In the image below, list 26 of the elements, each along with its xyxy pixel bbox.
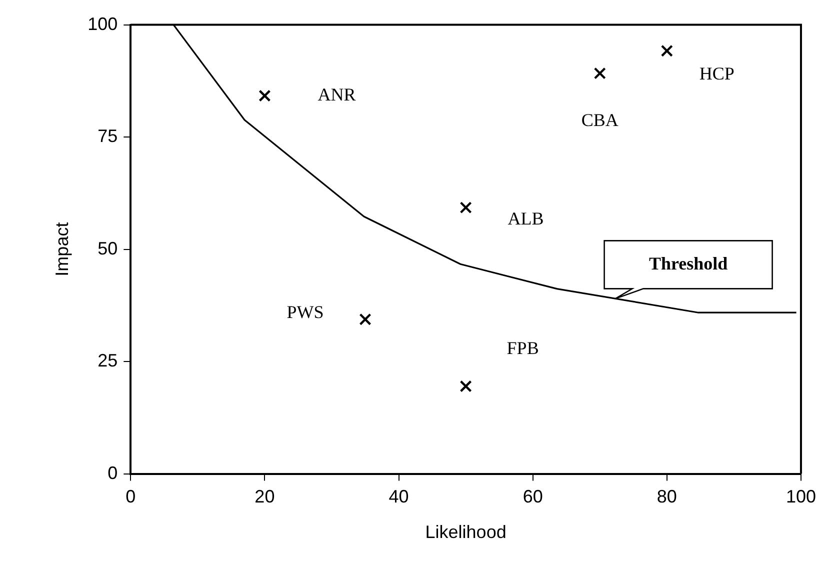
x-tick-label: 80 <box>656 486 677 507</box>
x-tick-label: 60 <box>522 486 543 507</box>
annotation: Threshold <box>648 253 728 274</box>
point <box>359 313 372 326</box>
point <box>460 380 472 392</box>
y-tick-label: 50 <box>98 238 118 258</box>
annotation: ANR <box>318 84 356 104</box>
point <box>594 67 606 80</box>
point <box>660 44 673 57</box>
x-tick-label: 100 <box>786 486 816 507</box>
y-tick-label: 100 <box>88 14 118 34</box>
annotation: CBA <box>581 110 618 130</box>
annotation: HCP <box>699 64 734 84</box>
point <box>460 201 472 214</box>
x-tick-label: 20 <box>254 486 275 507</box>
annotation: FPB <box>506 338 539 358</box>
x-axis-title: Likelihood <box>425 522 506 542</box>
annotation: PWS <box>286 302 324 322</box>
x-tick-label: 40 <box>388 486 409 507</box>
y-tick-label: 25 <box>98 350 118 371</box>
y-tick-label: 75 <box>98 126 118 146</box>
annotation: ALB <box>508 208 544 228</box>
x-tick-label: 0 <box>126 486 136 507</box>
y-tick-label: 0 <box>108 462 118 483</box>
point <box>258 90 271 102</box>
y-axis-title: Impact <box>52 222 72 276</box>
